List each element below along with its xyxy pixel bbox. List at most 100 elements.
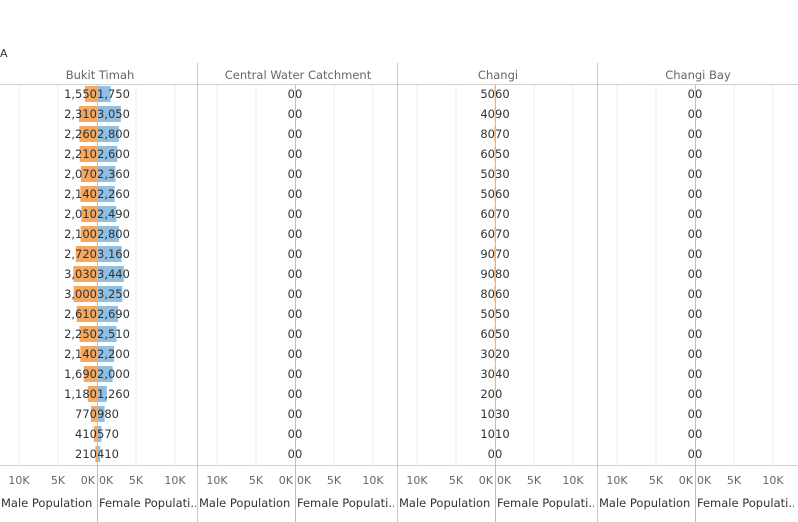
male-value-label: 60	[480, 327, 495, 341]
male-tick-label: 10K	[406, 474, 428, 487]
male-value-label: 0	[288, 287, 295, 301]
female-tick-label: 5K	[129, 474, 144, 487]
male-value-label: 50	[480, 167, 495, 181]
male-value-label: 80	[480, 127, 495, 141]
female-value-label: 2,600	[97, 147, 130, 161]
female-value-label: 0	[695, 87, 702, 101]
female-axis-title: Female Populati..	[497, 496, 594, 510]
male-value-label: 0	[288, 247, 295, 261]
female-value-label: 2,690	[97, 307, 130, 321]
male-bar	[78, 106, 97, 122]
male-value-label: 0	[688, 367, 695, 381]
female-value-label: 0	[295, 167, 302, 181]
female-tick-label: 0K	[497, 474, 512, 487]
panel-header-0: Bukit Timah	[65, 68, 135, 82]
female-value-label: 2,800	[97, 127, 130, 141]
male-value-label: 0	[688, 107, 695, 121]
male-value-label: 40	[480, 107, 495, 121]
male-value-label: 2,210	[64, 147, 97, 161]
male-value-label: 0	[688, 247, 695, 261]
male-value-label: 0	[688, 187, 695, 201]
male-value-label: 60	[480, 207, 495, 221]
female-value-label: 0	[695, 307, 702, 321]
female-bar	[97, 246, 122, 262]
female-value-label: 0	[495, 387, 502, 401]
panel-header-1: Central Water Catchment	[224, 68, 372, 82]
male-value-label: 10	[480, 407, 495, 421]
female-tick-label: 5K	[327, 474, 342, 487]
female-tick-label: 5K	[527, 474, 542, 487]
female-value-label: 3,160	[97, 247, 130, 261]
male-value-label: 0	[288, 267, 295, 281]
male-value-label: 0	[288, 447, 295, 461]
female-value-label: 0	[295, 387, 302, 401]
male-value-label: 90	[480, 267, 495, 281]
corner-label: A	[0, 47, 8, 60]
female-value-label: 0	[695, 407, 702, 421]
female-value-label: 0	[695, 227, 702, 241]
male-tick-label: 0K	[679, 474, 694, 487]
female-tick-label: 0K	[297, 474, 312, 487]
male-value-label: 0	[288, 227, 295, 241]
female-tick-label: 10K	[362, 474, 384, 487]
male-tick-label: 10K	[8, 474, 30, 487]
male-bar	[79, 126, 97, 142]
male-tick-label: 0K	[279, 474, 294, 487]
male-bar	[76, 306, 97, 322]
female-value-label: 0	[695, 447, 702, 461]
female-value-label: 0	[695, 247, 702, 261]
male-value-label: 0	[688, 87, 695, 101]
female-tick-label: 10K	[562, 474, 584, 487]
female-value-label: 2,360	[97, 167, 130, 181]
female-bar	[97, 126, 119, 142]
male-value-label: 1,180	[64, 387, 97, 401]
male-value-label: 30	[480, 347, 495, 361]
male-value-label: 0	[288, 187, 295, 201]
male-axis-title: Male Population	[599, 496, 691, 510]
female-bar	[97, 446, 101, 462]
female-value-label: 570	[97, 427, 119, 441]
male-value-label: 0	[288, 367, 295, 381]
female-axis-title: Female Populati..	[99, 496, 196, 510]
male-bar	[73, 286, 97, 302]
female-bar	[97, 206, 117, 222]
male-value-label: 0	[288, 207, 295, 221]
female-value-label: 2,800	[97, 227, 130, 241]
female-tick-label: 0K	[697, 474, 712, 487]
female-bar	[97, 146, 118, 162]
male-tick-label: 0K	[479, 474, 494, 487]
male-value-label: 2,140	[64, 347, 97, 361]
male-tick-label: 0K	[81, 474, 96, 487]
male-value-label: 0	[688, 127, 695, 141]
male-tick-label: 5K	[51, 474, 66, 487]
male-value-label: 0	[688, 387, 695, 401]
male-value-label: 50	[480, 307, 495, 321]
female-value-label: 70	[495, 127, 510, 141]
male-bar	[80, 226, 97, 242]
male-value-label: 80	[480, 287, 495, 301]
female-value-label: 0	[295, 267, 302, 281]
male-bar	[494, 126, 495, 142]
female-value-label: 0	[695, 187, 702, 201]
female-value-label: 0	[295, 207, 302, 221]
female-value-label: 40	[495, 367, 510, 381]
female-value-label: 0	[695, 347, 702, 361]
male-value-label: 0	[688, 347, 695, 361]
male-bar	[79, 146, 97, 162]
female-tick-label: 5K	[727, 474, 742, 487]
male-value-label: 0	[288, 347, 295, 361]
female-value-label: 0	[295, 347, 302, 361]
male-value-label: 0	[688, 147, 695, 161]
male-value-label: 3,000	[64, 287, 97, 301]
female-value-label: 0	[695, 287, 702, 301]
male-value-label: 2,720	[64, 247, 97, 261]
male-value-label: 1,550	[64, 87, 97, 101]
female-value-label: 0	[295, 407, 302, 421]
female-bar	[97, 266, 124, 282]
male-value-label: 0	[288, 387, 295, 401]
male-tick-label: 5K	[649, 474, 664, 487]
female-value-label: 0	[495, 447, 502, 461]
female-axis-title: Female Populati..	[297, 496, 394, 510]
female-bar	[97, 286, 123, 302]
female-value-label: 10	[495, 427, 510, 441]
